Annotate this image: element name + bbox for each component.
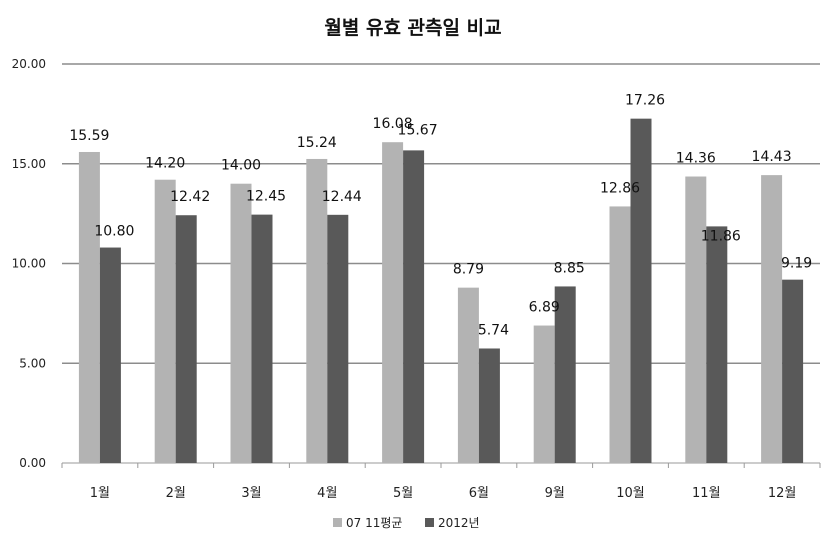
data-label: 8.79 <box>453 262 484 278</box>
data-label: 17.26 <box>625 93 665 109</box>
data-label: 15.24 <box>297 135 337 151</box>
legend-swatch <box>425 518 434 527</box>
bars <box>78 118 804 464</box>
x-tick-label: 11월 <box>692 486 721 501</box>
bar-2012 <box>478 348 500 463</box>
x-tick-label: 4월 <box>317 486 337 501</box>
bar-avg <box>230 183 252 463</box>
y-tick-label: 20.00 <box>12 57 46 71</box>
x-axis: 1월 2월 3월 4월 5월 6월 9월 10월 11월 12월 <box>61 463 821 501</box>
bar-2012 <box>706 226 728 463</box>
y-axis: 0.00 5.00 10.00 15.00 20.00 <box>12 57 46 470</box>
x-tick-label: 1월 <box>90 486 110 501</box>
data-label: 10.80 <box>94 224 134 240</box>
chart-title: 월별 유효 관측일 비교 <box>324 17 501 39</box>
bar-avg <box>533 325 555 463</box>
y-tick-label: 0.00 <box>19 456 46 470</box>
bar-avg <box>761 175 783 463</box>
bar-2012 <box>554 286 576 463</box>
x-tick-label: 10월 <box>616 486 645 501</box>
x-tick-label: 6월 <box>469 486 489 501</box>
bar-avg <box>306 158 328 463</box>
y-tick-label: 10.00 <box>12 257 46 271</box>
data-label: 5.74 <box>478 322 509 338</box>
data-label: 12.42 <box>170 189 210 205</box>
legend: 07 11평균 2012년 <box>333 516 480 530</box>
bar-avg <box>457 287 479 463</box>
x-tick-label: 2월 <box>166 486 186 501</box>
legend-label: 2012년 <box>438 516 480 530</box>
y-tick-label: 5.00 <box>19 356 46 370</box>
data-label: 12.44 <box>322 189 362 205</box>
data-label: 11.86 <box>701 228 741 244</box>
x-tick-label: 9월 <box>545 486 565 501</box>
bar-2012 <box>99 247 121 463</box>
data-label: 8.85 <box>554 260 585 276</box>
legend-swatch <box>333 518 342 527</box>
bar-2012 <box>251 214 273 463</box>
data-label: 16.08 <box>373 116 413 132</box>
data-label: 15.59 <box>69 128 109 144</box>
bar-avg <box>78 151 100 464</box>
x-tick-label: 12월 <box>768 486 797 501</box>
legend-label: 07 11평균 <box>346 516 402 530</box>
data-label: 14.00 <box>221 158 261 174</box>
bar-2012 <box>175 215 197 463</box>
bar-avg <box>154 179 176 463</box>
data-labels: 15.59 10.80 14.20 12.42 14.00 12.45 15.24 12.44… <box>69 93 812 339</box>
bar-2012 <box>327 214 349 463</box>
bar-avg <box>685 176 707 463</box>
data-label: 12.86 <box>600 180 640 196</box>
data-label: 14.43 <box>752 149 792 165</box>
x-tick-label: 3월 <box>241 486 261 501</box>
bar-2012 <box>630 118 652 464</box>
data-label: 12.45 <box>246 189 286 205</box>
data-label: 15.67 <box>398 122 438 138</box>
data-label: 14.36 <box>676 151 716 167</box>
x-tick-label: 5월 <box>393 486 413 501</box>
y-tick-label: 15.00 <box>12 157 46 171</box>
data-label: 14.20 <box>145 156 185 172</box>
bar-2012 <box>782 279 804 463</box>
bar-avg <box>609 206 631 463</box>
bar-avg <box>382 142 404 464</box>
data-label: 9.19 <box>781 256 812 272</box>
data-label: 6.89 <box>529 300 560 316</box>
bar-2012 <box>403 150 425 464</box>
